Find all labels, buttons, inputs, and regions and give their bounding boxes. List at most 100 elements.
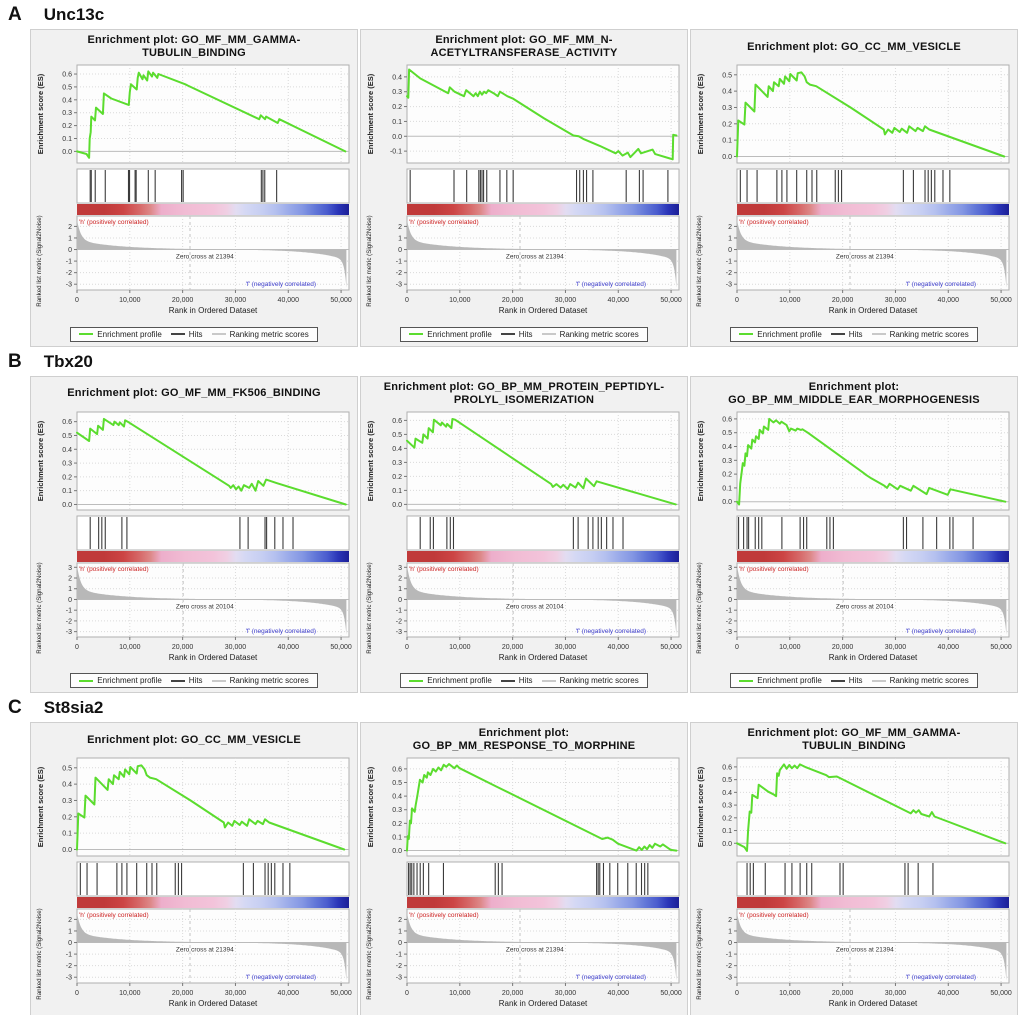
- x-tick-label: 30,000: [885, 644, 907, 651]
- legend-item: Ranking metric scores: [871, 330, 969, 339]
- es-tick-label: 0.3: [722, 105, 732, 112]
- hits-area: [406, 168, 680, 204]
- es-tick-label: 0.5: [392, 431, 402, 438]
- section-B: B Tbx20 Enrichment plot: GO_MF_MM_FK506_BI…: [0, 347, 1020, 693]
- x-tick-label: 10,000: [449, 297, 471, 304]
- x-tick-label: 10,000: [119, 644, 141, 651]
- legend-label: Ranking metric scores: [559, 676, 639, 685]
- es-tick-label: 0.3: [62, 110, 72, 117]
- hits-area: [76, 515, 350, 550]
- x-tick-label: 0: [405, 990, 409, 997]
- zero-cross-label: Zero cross at 21394: [506, 254, 564, 261]
- gsea-chart: 0.4 0.3 0.2 0.1 0.0 -0.1 2 1 0 -1 -2 -3 Zero cross a…: [366, 64, 682, 315]
- es-tick-label: 0.6: [392, 417, 402, 424]
- legend-item: Enrichment profile: [739, 676, 822, 685]
- metric-tick-label: 2: [728, 917, 732, 924]
- x-axis-title: Rank in Ordered Dataset: [499, 999, 588, 1008]
- rank-colorbar: [77, 204, 349, 215]
- legend-box: Enrichment profile Hits Ranking metric sco…: [70, 673, 318, 688]
- x-axis-title: Rank in Ordered Dataset: [829, 653, 918, 662]
- x-tick-label: 50,000: [990, 644, 1012, 651]
- x-tick-label: 50,000: [330, 297, 352, 304]
- metric-tick-label: -3: [726, 282, 732, 289]
- metric-tick-label: -1: [726, 259, 732, 266]
- panel-title-line: ACETYLTRANSFERASE_ACTIVITY: [430, 47, 618, 59]
- x-tick-label: 40,000: [608, 990, 630, 997]
- metric-tick-label: 1: [728, 928, 732, 935]
- metric-tick-label: -1: [66, 259, 72, 266]
- x-tick-label: 30,000: [555, 990, 577, 997]
- metric-tick-label: 0: [68, 247, 72, 254]
- metric-tick-label: -2: [66, 963, 72, 970]
- x-tick-label: 30,000: [885, 297, 907, 304]
- metric-tick-label: -1: [66, 607, 72, 614]
- x-tick-label: 20,000: [502, 297, 524, 304]
- enrichment-profile-curve: [406, 763, 678, 852]
- panel-row: Enrichment plot: GO_MF_MM_FK506_BINDING 0…: [30, 375, 1018, 693]
- es-tick-label: 0.2: [722, 815, 732, 822]
- es-tick-label: 0.3: [392, 807, 402, 814]
- metric-plot-area: [736, 215, 1010, 291]
- panel-title: Enrichment plot: GO_MF_MM_FK506_BINDING: [31, 379, 357, 409]
- metric-tick-label: 2: [68, 224, 72, 231]
- hits-area: [736, 861, 1010, 897]
- gsea-chart: 0.6 0.5 0.4 0.3 0.2 0.1 0.0 2 1 0 -1 -2 -3 Zero cross…: [36, 64, 352, 315]
- es-tick-label: 0.1: [392, 119, 402, 126]
- x-tick-label: 20,000: [832, 990, 854, 997]
- es-axis-title: Enrichment score (ES): [366, 420, 375, 501]
- panel-title-line: GO_BP_MM_MIDDLE_EAR_MORPHOGENESIS: [728, 393, 980, 406]
- x-tick-label: 20,000: [502, 644, 524, 651]
- rank-colorbar: [407, 550, 679, 562]
- zero-cross-label: Zero cross at 21394: [836, 254, 894, 261]
- enrichment-profile-swatch: [409, 333, 424, 335]
- zero-cross-label: Zero cross at 21394: [506, 947, 564, 954]
- positively-correlated-label: 'h' (positively correlated): [79, 219, 149, 226]
- enrichment-profile-curve: [736, 763, 1007, 852]
- panel-title-line: Enrichment plot: GO_MF_MM_N-: [435, 34, 613, 46]
- zero-cross-label: Zero cross at 20104: [176, 603, 234, 610]
- metric-tick-label: -1: [726, 952, 732, 959]
- es-axis-title: Enrichment score (ES): [696, 420, 705, 501]
- hits-swatch: [830, 679, 845, 682]
- legend-item: Hits: [830, 330, 863, 339]
- es-tick-label: 0.4: [722, 790, 732, 797]
- es-plot-area: [736, 411, 1010, 510]
- es-tick-label: 0.0: [722, 499, 732, 506]
- gsea-panel: Enrichment plot: GO_BP_MM_PROTEIN_PEPTID…: [360, 375, 688, 693]
- metric-tick-label: -3: [66, 975, 72, 982]
- metric-plot-area: [736, 908, 1010, 984]
- x-tick-label: 30,000: [885, 990, 907, 997]
- positively-correlated-label: 'h' (positively correlated): [739, 219, 809, 226]
- metric-tick-label: 3: [398, 564, 402, 571]
- rank-colorbar: [407, 897, 679, 908]
- rank-colorbar: [737, 897, 1009, 908]
- gsea-chart: 0.6 0.5 0.4 0.3 0.2 0.1 0.0 3 2 1 0 -1 -2 -3 Zero cros…: [696, 411, 1012, 662]
- legend-item: Hits: [500, 676, 533, 685]
- ranking-metric-area: [737, 564, 1007, 635]
- enrichment-profile-swatch: [409, 679, 424, 682]
- positively-correlated-label: 'h' (positively correlated): [739, 912, 809, 919]
- ranking-metric-swatch: [211, 333, 226, 335]
- legend-item: Ranking metric scores: [211, 330, 309, 339]
- metric-tick-label: 0: [398, 247, 402, 254]
- x-tick-label: 40,000: [278, 644, 300, 651]
- legend-label: Hits: [188, 329, 203, 339]
- x-tick-label: 30,000: [225, 297, 247, 304]
- metric-tick-label: -1: [726, 607, 732, 614]
- panel-title-line: Enrichment plot:: [478, 727, 570, 739]
- es-tick-label: 0.0: [722, 841, 732, 848]
- metric-tick-label: 2: [68, 575, 72, 582]
- metric-axis-title: Ranked list metric (Signal2Noise): [696, 215, 703, 306]
- positively-correlated-label: 'h' (positively correlated): [409, 566, 479, 573]
- legend-item: Enrichment profile: [739, 330, 822, 339]
- negatively-correlated-label: 'f' (negatively correlated): [906, 628, 976, 635]
- negatively-correlated-label: 'f' (negatively correlated): [906, 281, 976, 288]
- legend-item: Enrichment profile: [79, 676, 162, 685]
- metric-tick-label: -3: [726, 975, 732, 982]
- metric-tick-label: 2: [728, 224, 732, 231]
- es-plot-area: [76, 411, 350, 510]
- legend-label: Ranking metric scores: [229, 676, 309, 685]
- es-tick-label: 0.1: [392, 834, 402, 841]
- metric-tick-label: -2: [726, 963, 732, 970]
- x-tick-label: 40,000: [938, 990, 960, 997]
